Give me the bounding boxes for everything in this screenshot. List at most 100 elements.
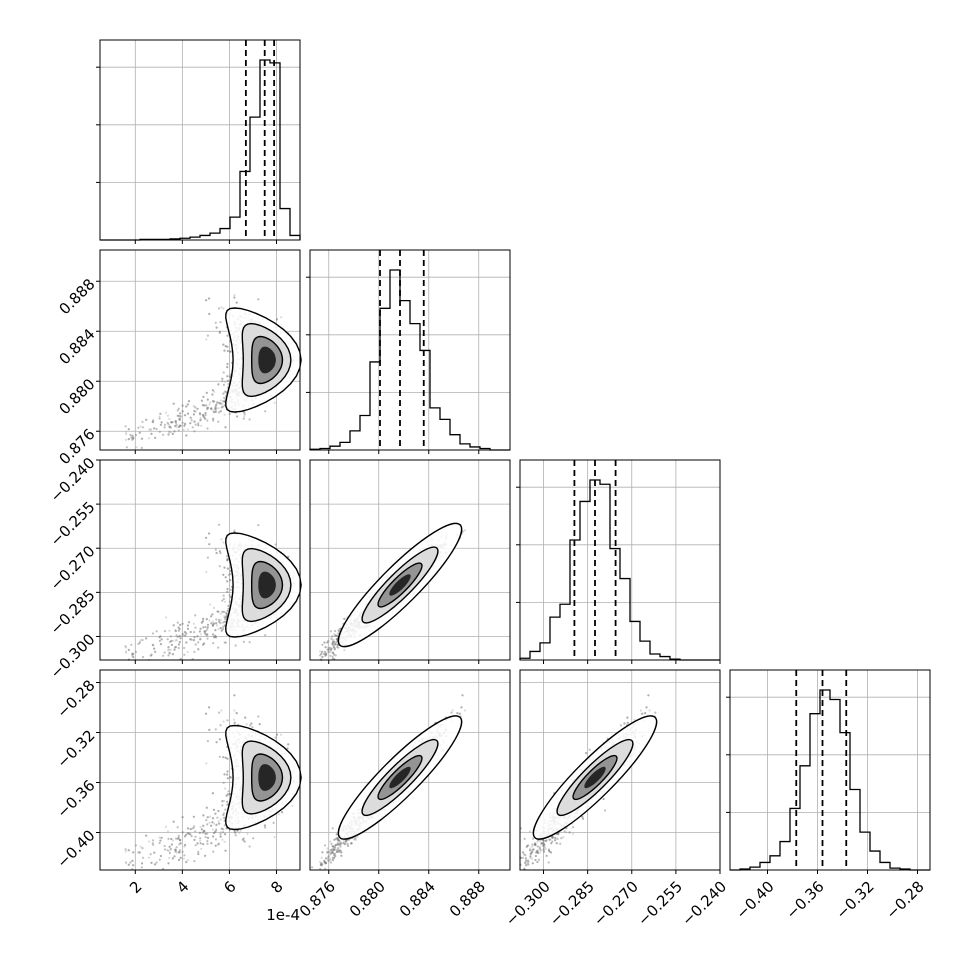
- sample-point: [192, 639, 195, 642]
- sample-point: [224, 576, 227, 579]
- sample-point: [202, 617, 205, 621]
- sample-point: [134, 650, 138, 654]
- sample-point: [189, 416, 192, 419]
- sample-point: [257, 524, 260, 527]
- sample-point: [185, 434, 188, 437]
- sample-point: [124, 431, 128, 434]
- sample-point: [159, 412, 162, 415]
- sample-point: [215, 403, 218, 406]
- sample-point: [208, 619, 211, 622]
- sample-point: [210, 622, 213, 625]
- sample-point: [233, 296, 236, 299]
- sample-point: [222, 392, 225, 395]
- sample-point: [211, 624, 214, 627]
- sample-point: [194, 410, 197, 413]
- sample-point: [178, 418, 181, 421]
- sample-point: [171, 432, 174, 435]
- sample-point: [204, 411, 207, 415]
- sample-point: [189, 422, 192, 425]
- sample-point: [193, 650, 196, 654]
- sample-point: [226, 345, 229, 348]
- sample-point: [211, 393, 214, 396]
- sample-point: [204, 414, 207, 417]
- sample-point: [224, 390, 227, 393]
- sample-point: [210, 407, 213, 410]
- sample-point: [212, 417, 215, 420]
- sample-point: [154, 436, 157, 439]
- sample-point: [226, 366, 229, 369]
- sample-point: [158, 417, 161, 420]
- sample-point: [201, 404, 204, 407]
- sample-point: [177, 414, 180, 417]
- sample-point: [194, 626, 197, 629]
- sample-point: [192, 413, 195, 416]
- sample-point: [211, 400, 215, 403]
- sample-point: [160, 421, 163, 424]
- sample-point: [125, 651, 128, 654]
- sample-point: [179, 412, 182, 415]
- sample-point: [131, 652, 134, 656]
- sample-point: [193, 420, 196, 423]
- sample-point: [226, 379, 229, 382]
- sample-point: [210, 615, 213, 618]
- sample-point: [280, 316, 283, 319]
- sample-point: [154, 650, 157, 653]
- sample-point: [193, 420, 196, 423]
- sample-point: [168, 431, 171, 434]
- sample-point: [158, 430, 161, 433]
- sample-point: [208, 532, 211, 535]
- sample-point: [204, 632, 207, 635]
- sample-point: [217, 411, 221, 414]
- sample-point: [224, 641, 227, 644]
- sample-point: [198, 630, 201, 633]
- sample-point: [174, 424, 177, 428]
- sample-point: [189, 416, 192, 419]
- sample-point: [208, 297, 211, 300]
- sample-point: [140, 437, 144, 440]
- sample-point: [131, 434, 134, 437]
- sample-point: [205, 404, 208, 407]
- sample-point: [223, 413, 226, 416]
- sample-point: [124, 425, 127, 428]
- sample-point: [218, 307, 221, 310]
- sample-point: [174, 419, 177, 423]
- sample-point: [221, 380, 224, 383]
- sample-point: [206, 406, 209, 409]
- sample-point: [175, 421, 178, 424]
- sample-point: [192, 413, 195, 416]
- sample-point: [140, 446, 143, 449]
- sample-point: [264, 410, 267, 413]
- sample-point: [163, 426, 166, 429]
- sample-point: [193, 636, 196, 639]
- sample-point: [206, 408, 209, 411]
- sample-point: [228, 412, 231, 416]
- sample-point: [192, 404, 195, 408]
- sample-point: [202, 395, 205, 398]
- sample-point: [193, 420, 196, 423]
- sample-point: [163, 423, 167, 426]
- sample-point: [211, 393, 214, 396]
- sample-point: [158, 430, 161, 433]
- sample-point: [222, 597, 225, 601]
- sample-point: [163, 423, 167, 426]
- sample-point: [242, 417, 245, 420]
- y-tick-label-x1: 0.884: [55, 325, 98, 368]
- sample-point: [212, 622, 216, 625]
- sample-point: [214, 634, 217, 637]
- sample-point: [138, 641, 141, 644]
- y-tick-label-x2: −0.255: [47, 498, 99, 550]
- sample-point: [155, 427, 158, 431]
- sample-point: [223, 391, 226, 394]
- sample-point: [202, 413, 205, 416]
- sample-point: [167, 654, 170, 657]
- sample-point: [179, 415, 182, 418]
- sample-point: [275, 318, 278, 321]
- sample-point: [205, 391, 208, 394]
- sample-point: [219, 403, 222, 406]
- sample-point: [217, 420, 220, 423]
- sample-point: [167, 433, 170, 436]
- sample-point: [233, 296, 236, 299]
- sample-point: [222, 343, 225, 346]
- sample-point: [210, 407, 213, 410]
- sample-point: [197, 424, 200, 427]
